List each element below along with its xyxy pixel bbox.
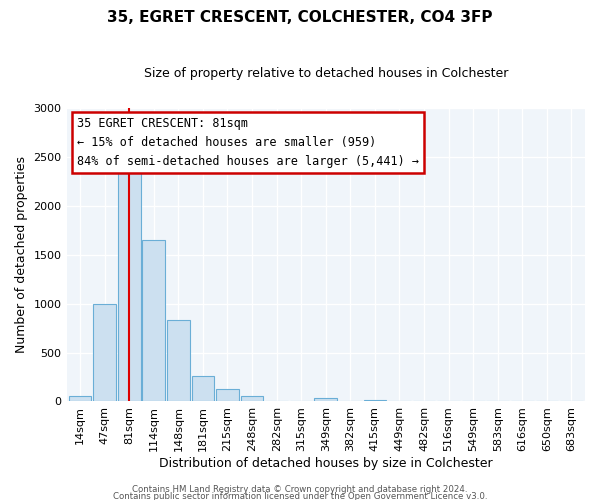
- Text: Contains HM Land Registry data © Crown copyright and database right 2024.: Contains HM Land Registry data © Crown c…: [132, 485, 468, 494]
- Bar: [191, 376, 214, 402]
- Text: Contains public sector information licensed under the Open Government Licence v3: Contains public sector information licen…: [113, 492, 487, 500]
- Title: Size of property relative to detached houses in Colchester: Size of property relative to detached ho…: [143, 68, 508, 80]
- Bar: [364, 400, 386, 402]
- Bar: [118, 159, 140, 402]
- Bar: [216, 388, 239, 402]
- X-axis label: Distribution of detached houses by size in Colchester: Distribution of detached houses by size …: [159, 457, 493, 470]
- Bar: [167, 320, 190, 402]
- Bar: [142, 240, 165, 402]
- Y-axis label: Number of detached properties: Number of detached properties: [15, 156, 28, 354]
- Bar: [241, 396, 263, 402]
- Text: 35, EGRET CRESCENT, COLCHESTER, CO4 3FP: 35, EGRET CRESCENT, COLCHESTER, CO4 3FP: [107, 10, 493, 25]
- Bar: [314, 398, 337, 402]
- Bar: [94, 304, 116, 402]
- Text: 35 EGRET CRESCENT: 81sqm
← 15% of detached houses are smaller (959)
84% of semi-: 35 EGRET CRESCENT: 81sqm ← 15% of detach…: [77, 117, 419, 168]
- Bar: [69, 396, 91, 402]
